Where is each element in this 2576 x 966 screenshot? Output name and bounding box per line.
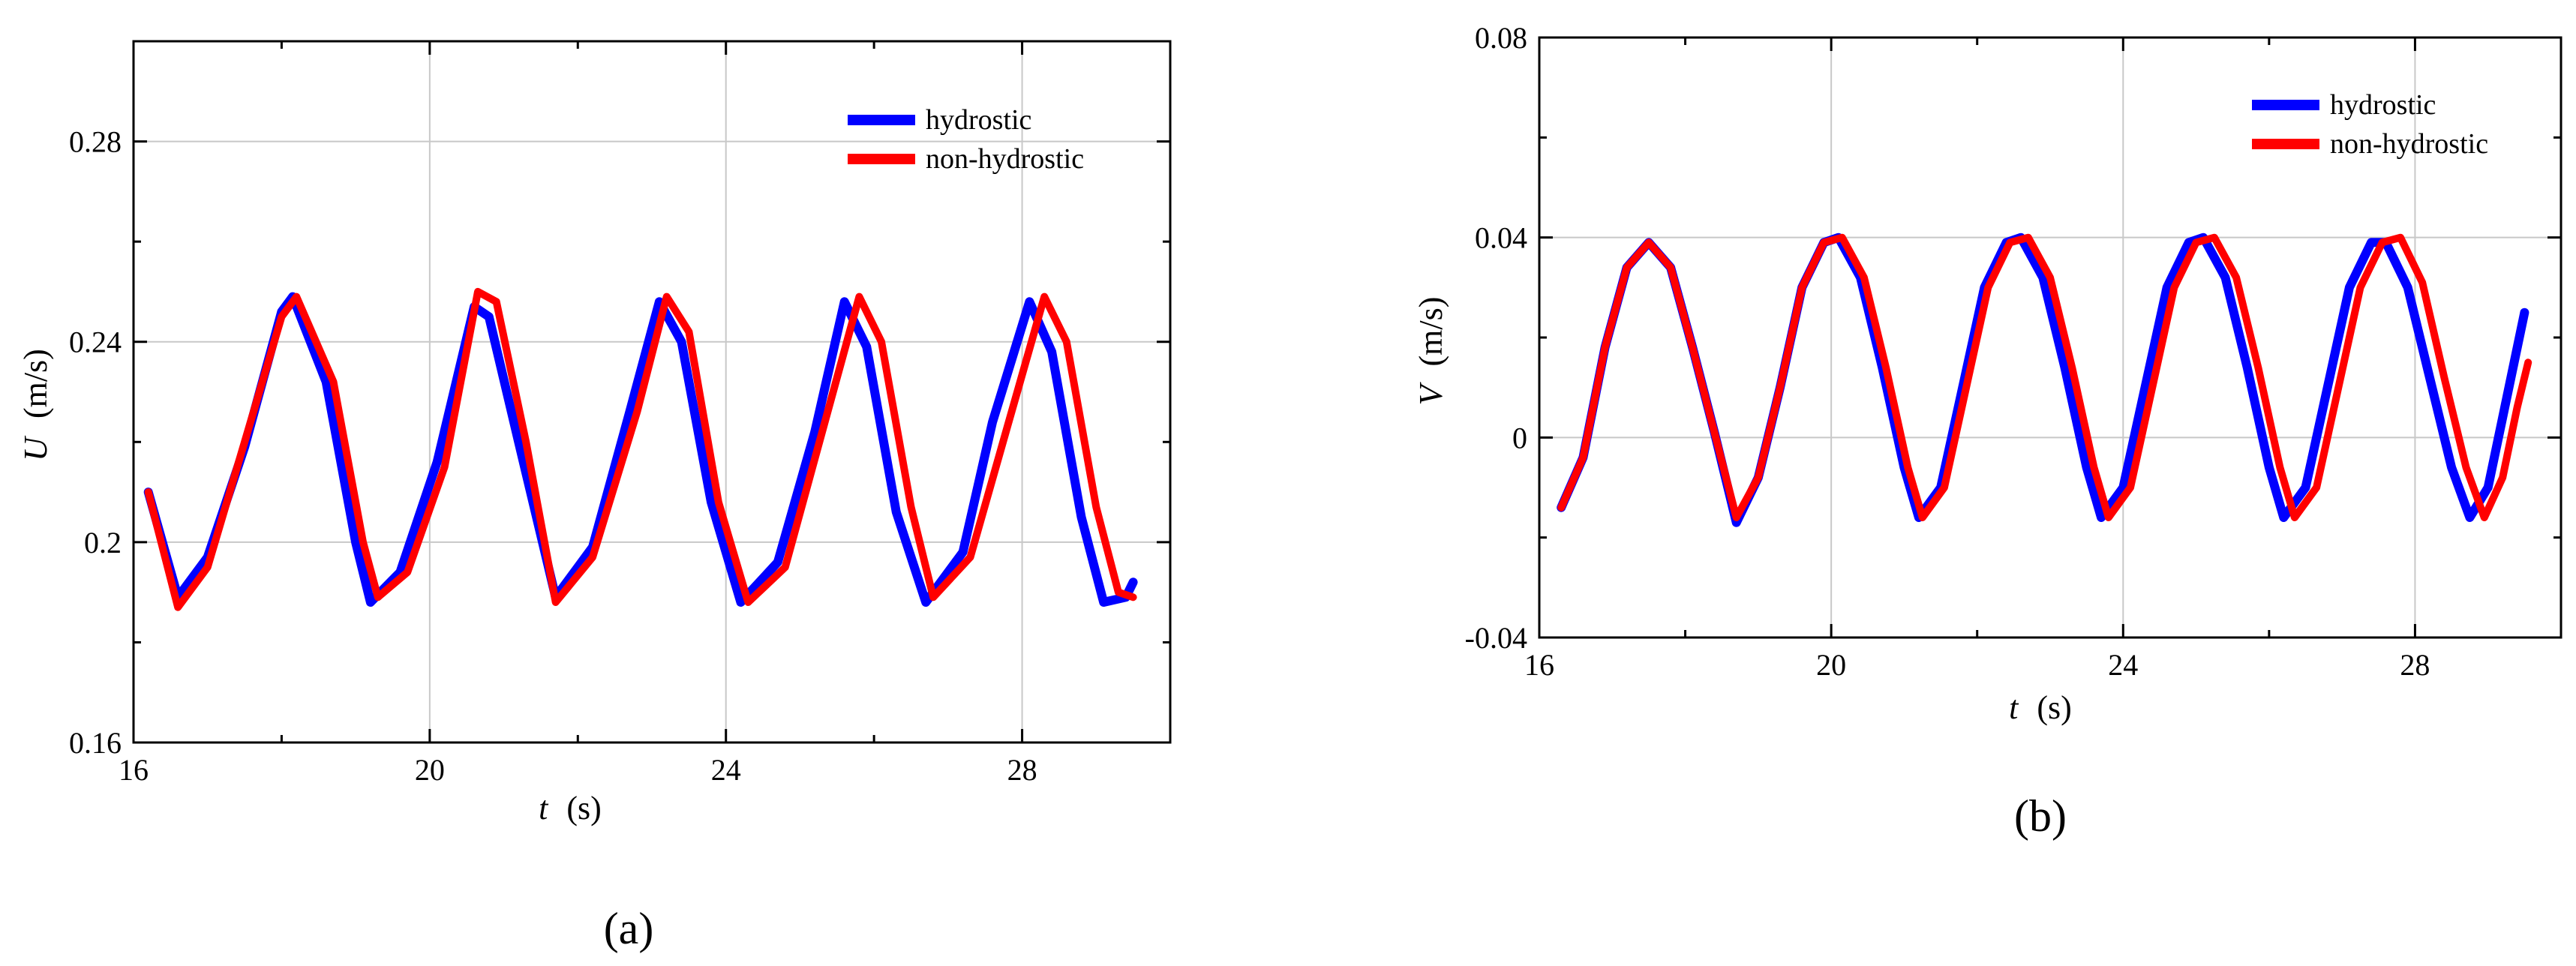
x-tick-label-b-1: 20 xyxy=(1816,648,1846,682)
y-tick-label-b-2: 0.04 xyxy=(1475,221,1527,255)
y-axis-unit-a: (m/s) xyxy=(17,349,54,418)
x-axis-unit-b: (s) xyxy=(2037,689,2071,726)
y-tick-label-a-0: 0.16 xyxy=(69,726,122,760)
panel-label-a: (a) xyxy=(604,904,654,953)
chart-panel-a: 16 20 24 28 0.16 0.2 0.24 0.28 hydrostic non-hydr… xyxy=(17,40,1172,953)
series-line-a-hydrostic xyxy=(143,292,1138,607)
x-axis-unit-a: (s) xyxy=(566,790,601,826)
plot-area-a: 16 20 24 28 0.16 0.2 0.24 0.28 hydrostic non-hydr… xyxy=(69,40,1172,787)
y-axis-unit-b: (m/s) xyxy=(1413,297,1449,367)
y-tick-label-a-1: 0.2 xyxy=(84,526,122,560)
legend-label-a-hydrostic: hydrostic xyxy=(926,104,1031,136)
chart-panel-b: 16 20 24 28 -0.04 0 0.04 0.08 hydrostic non-hydro… xyxy=(1413,21,2562,841)
y-axis-symbol-b: V xyxy=(1413,381,1449,405)
y-tick-label-b-1: 0 xyxy=(1512,421,1527,454)
series-line-b-non-hydrostic xyxy=(1557,233,2532,521)
x-axis-symbol-b: t xyxy=(2009,689,2019,726)
x-tick-label-a-1: 20 xyxy=(415,753,445,787)
panel-label-b: (b) xyxy=(2014,791,2067,841)
x-tick-label-b-0: 16 xyxy=(1524,648,1554,682)
plot-frame-a xyxy=(132,40,1172,744)
y-tick-label-b-3: 0.08 xyxy=(1475,21,1527,55)
x-axis-label-a: t (s) xyxy=(539,790,602,826)
x-tick-label-a-2: 24 xyxy=(711,753,741,787)
x-tick-label-a-3: 28 xyxy=(1007,753,1037,787)
y-axis-label-a: U (m/s) xyxy=(17,349,54,461)
legend-label-a-non-hydrostic: non-hydrostic xyxy=(926,143,1084,175)
y-tick-label-b-0: -0.04 xyxy=(1465,621,1527,655)
plot-area-b: 16 20 24 28 -0.04 0 0.04 0.08 hydrostic non-hydro… xyxy=(1465,21,2562,682)
x-tick-label-a-0: 16 xyxy=(119,753,149,787)
legend-label-b-hydrostic: hydrostic xyxy=(2330,89,2436,121)
x-tick-label-b-2: 24 xyxy=(2108,648,2138,682)
y-axis-label-b: V (m/s) xyxy=(1413,297,1449,406)
y-tick-label-a-2: 0.24 xyxy=(69,326,122,359)
x-axis-symbol-a: t xyxy=(539,790,549,826)
legend-label-b-non-hydrostic: non-hydrostic xyxy=(2330,128,2488,160)
x-tick-label-b-3: 28 xyxy=(2400,648,2430,682)
x-axis-label-b: t (s) xyxy=(2009,689,2072,726)
plot-background-b xyxy=(1539,38,2561,638)
series-line-a-non-hydrostic xyxy=(144,287,1137,611)
y-axis-symbol-a: U xyxy=(17,435,54,461)
y-tick-label-a-3: 0.28 xyxy=(69,125,122,159)
plot-frame-b xyxy=(1538,36,2562,639)
